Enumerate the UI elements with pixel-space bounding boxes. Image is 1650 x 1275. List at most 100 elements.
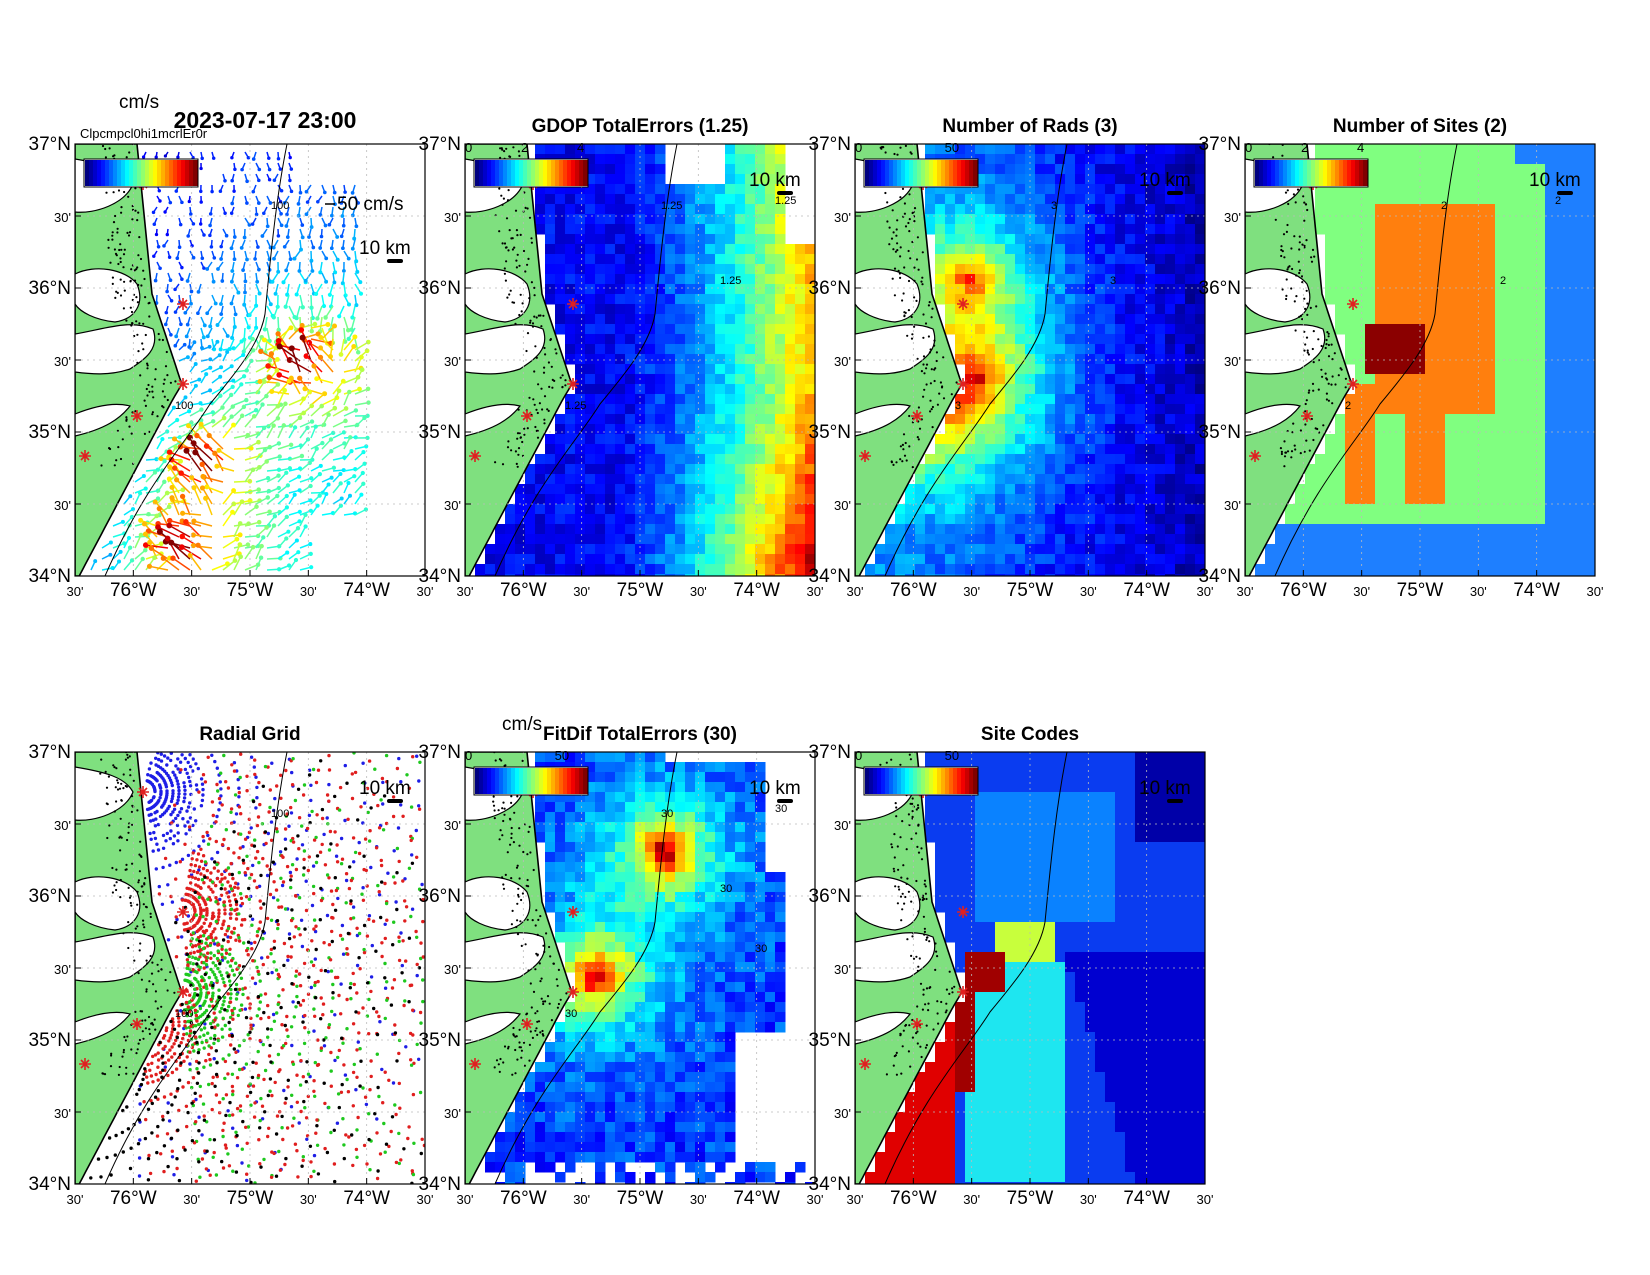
latitude-tick: 36°N [809, 278, 851, 299]
coastline-detail [1268, 144, 1347, 468]
colorbar-swatch [125, 160, 130, 186]
colorbar-swatch [1255, 160, 1260, 186]
colorbar-swatch [193, 160, 198, 186]
latitude-tick: 30' [54, 962, 71, 977]
colorbar-swatch [491, 160, 496, 186]
colorbar-swatch [129, 160, 134, 186]
colorbar-swatch [89, 160, 94, 186]
longitude-tick: 74°W [343, 580, 390, 601]
latitude-tick: 30' [54, 1106, 71, 1121]
bathymetry-contour [1274, 144, 1458, 576]
longitude-tick: 30' [417, 1192, 434, 1207]
colorbar-swatch [1323, 160, 1328, 186]
nrads-panel: 3 3 3 0 50 10 km Number of Rads (3) 37°N 30' 36°N… [809, 116, 1214, 601]
colorbar-swatch [105, 160, 110, 186]
longitude-tick: 75°W [227, 1188, 274, 1209]
colorbar-swatch [563, 768, 568, 794]
colorbar-swatch [523, 768, 528, 794]
colorbar-swatch [881, 768, 886, 794]
latitude-tick: 30' [834, 498, 851, 513]
colorbar-swatch [507, 160, 512, 186]
colorbar-swatch [487, 768, 492, 794]
bathymetry-contour [884, 144, 1068, 576]
colorbar-swatch [185, 160, 190, 186]
colorbar-swatch [499, 768, 504, 794]
colorbar-swatch [957, 160, 962, 186]
scale-bar-label: 10 km [749, 778, 801, 799]
latitude-tick: 34°N [419, 566, 461, 587]
longitude-tick: 74°W [1123, 580, 1170, 601]
colorbar-swatch [475, 768, 480, 794]
colorbar-swatch [559, 768, 564, 794]
colorbar-swatch [917, 768, 922, 794]
latitude-tick: 36°N [29, 278, 71, 299]
colorbar-swatch [925, 160, 930, 186]
colorbar-swatch [933, 768, 938, 794]
longitude-tick: 30' [1237, 584, 1254, 599]
latitude-tick: 35°N [419, 422, 461, 443]
colorbar-swatch [969, 768, 974, 794]
latitude-tick: 35°N [809, 1030, 851, 1051]
colorbar-swatch [555, 768, 560, 794]
contour-label: 2 [1345, 400, 1351, 412]
colorbar [863, 766, 979, 796]
longitude-tick: 74°W [1513, 580, 1560, 601]
colorbar-swatch [583, 160, 588, 186]
colorbar-tick: 4 [1357, 140, 1364, 155]
scale-bar-label: 10 km [1529, 170, 1581, 191]
gdop-panel: 1.25 1.25 1.25 1.25 0 2 4 10 km GDOP TotalErrors… [419, 116, 824, 601]
longitude-tick: 30' [690, 1192, 707, 1207]
colorbar-swatch [479, 768, 484, 794]
contour-label: 30 [720, 883, 732, 895]
graticule [855, 144, 1205, 576]
colorbar-swatch [539, 768, 544, 794]
latitude-tick: 34°N [29, 1174, 71, 1195]
contour-label: 30 [755, 943, 767, 955]
scale-bar-label: 10 km [359, 778, 411, 799]
colorbar-swatch [527, 160, 532, 186]
sound-water [75, 766, 156, 1045]
latitude-tick: 36°N [29, 886, 71, 907]
panel-title: Site Codes [981, 724, 1079, 745]
colorbar-swatch [571, 160, 576, 186]
fitdif-panel: 30 30 30 30 30 0 50 cm/s 10 km FitDif TotalErrors… [419, 714, 824, 1209]
colorbar-swatch [917, 160, 922, 186]
longitude-tick: 30' [1197, 584, 1214, 599]
bathymetry-contour [494, 752, 678, 1184]
radar-site-markers [79, 786, 189, 1070]
colorbar-tick: 0 [855, 748, 862, 763]
colorbar-swatch [905, 160, 910, 186]
colorbar-swatch [515, 768, 520, 794]
longitude-tick: 30' [963, 1192, 980, 1207]
colorbar-swatch [487, 160, 492, 186]
colorbar [473, 158, 589, 188]
latitude-tick: 36°N [1199, 278, 1241, 299]
colorbar-swatch [1267, 160, 1272, 186]
colorbar-tick: 2 [521, 140, 528, 155]
colorbar-swatch [543, 160, 548, 186]
contour-label: 1.25 [565, 400, 586, 412]
colorbar-swatch [885, 160, 890, 186]
colorbar-swatch [893, 768, 898, 794]
colorbar-swatch [1339, 160, 1344, 186]
longitude-tick: 30' [1080, 1192, 1097, 1207]
contour-label: 2 [1555, 195, 1561, 207]
colorbar-swatch [559, 160, 564, 186]
colorbar-swatch [1327, 160, 1332, 186]
latitude-tick: 30' [834, 354, 851, 369]
latitude-tick: 30' [444, 498, 461, 513]
longitude-tick: 30' [847, 584, 864, 599]
longitude-tick: 30' [807, 584, 824, 599]
colorbar-swatch [893, 160, 898, 186]
colorbar-swatch [515, 160, 520, 186]
latitude-tick: 37°N [809, 742, 851, 763]
colorbar-swatch [1259, 160, 1264, 186]
colorbar-swatch [583, 768, 588, 794]
colorbar-swatch [109, 160, 114, 186]
colorbar-swatch [165, 160, 170, 186]
latitude-tick: 34°N [809, 566, 851, 587]
colorbar-swatch [941, 768, 946, 794]
data-field [485, 752, 815, 1184]
latitude-tick: 30' [54, 818, 71, 833]
colorbar-swatch [555, 160, 560, 186]
